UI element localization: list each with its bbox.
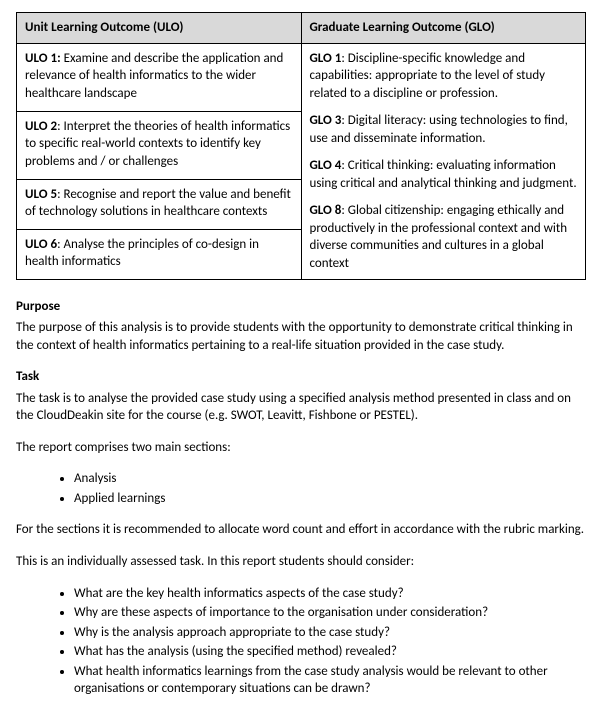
glo-text: : Global citizenship: engaging ethically… (310, 203, 568, 271)
list-item: What health informatics learnings from t… (74, 663, 586, 698)
glo-label: GLO 1 (310, 51, 342, 66)
glo-text: : Critical thinking: evaluating informat… (310, 158, 577, 191)
list-item: What are the key health informatics aspe… (74, 585, 586, 603)
ulo-label: ULO 1: (25, 51, 61, 66)
glo-cell: GLO 1: Discipline-specific knowledge and… (301, 43, 586, 279)
task-individual: This is an individually assessed task. I… (16, 553, 586, 571)
list-item: What has the analysis (using the specifi… (74, 643, 586, 661)
task-allocation: For the sections it is recommended to al… (16, 521, 586, 539)
ulo-text: Examine and describe the application and… (25, 51, 283, 101)
purpose-heading: Purpose (16, 298, 586, 316)
ulo-cell-1: ULO 1: Examine and describe the applicat… (17, 43, 302, 111)
header-ulo: Unit Learning Outcome (ULO) (17, 13, 302, 44)
ulo-text: : Interpret the theories of health infor… (25, 119, 290, 169)
ulo-label: ULO 2 (25, 119, 57, 134)
glo-label: GLO 4 (310, 158, 342, 173)
glo-text: : Digital literacy: using technologies t… (310, 113, 568, 146)
glo-text: : Discipline-specific knowledge and capa… (310, 51, 546, 101)
ulo-label: ULO 6 (25, 237, 57, 252)
ulo-cell-4: ULO 6: Analyse the principles of co-desi… (17, 229, 302, 279)
glo-label: GLO 3 (310, 113, 342, 128)
ulo-cell-3: ULO 5: Recognise and report the value an… (17, 179, 302, 229)
outcomes-table: Unit Learning Outcome (ULO) Graduate Lea… (16, 12, 586, 280)
task-considerations-list: What are the key health informatics aspe… (74, 585, 586, 698)
ulo-text: : Recognise and report the value and ben… (25, 187, 291, 220)
task-intro: The task is to analyse the provided case… (16, 390, 586, 425)
ulo-text: : Analyse the principles of co-design in… (25, 237, 259, 270)
task-sections-list: Analysis Applied learnings (74, 470, 586, 507)
ulo-cell-2: ULO 2: Interpret the theories of health … (17, 111, 302, 179)
list-item: Applied learnings (74, 490, 586, 508)
glo-label: GLO 8 (310, 203, 342, 218)
task-sections-intro: The report comprises two main sections: (16, 439, 586, 457)
list-item: Why are these aspects of importance to t… (74, 604, 586, 622)
header-glo: Graduate Learning Outcome (GLO) (301, 13, 586, 44)
purpose-text: The purpose of this analysis is to provi… (16, 319, 586, 354)
list-item: Why is the analysis approach appropriate… (74, 624, 586, 642)
task-heading: Task (16, 368, 586, 386)
ulo-label: ULO 5 (25, 187, 57, 202)
list-item: Analysis (74, 470, 586, 488)
